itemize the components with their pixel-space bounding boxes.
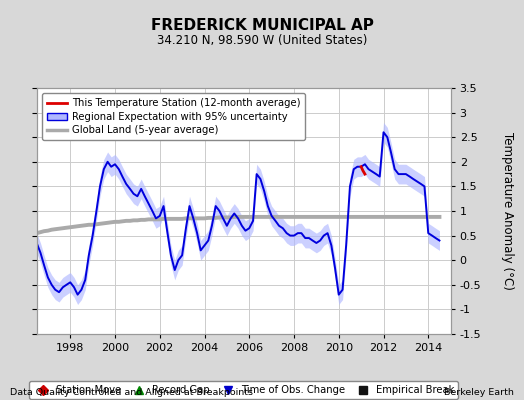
Legend: Station Move, Record Gap, Time of Obs. Change, Empirical Break: Station Move, Record Gap, Time of Obs. C… [29, 381, 458, 399]
Text: Berkeley Earth: Berkeley Earth [444, 388, 514, 397]
Text: FREDERICK MUNICIPAL AP: FREDERICK MUNICIPAL AP [150, 18, 374, 33]
Text: Data Quality Controlled and Aligned at Breakpoints: Data Quality Controlled and Aligned at B… [10, 388, 254, 397]
Y-axis label: Temperature Anomaly (°C): Temperature Anomaly (°C) [501, 132, 514, 290]
Text: 34.210 N, 98.590 W (United States): 34.210 N, 98.590 W (United States) [157, 34, 367, 47]
